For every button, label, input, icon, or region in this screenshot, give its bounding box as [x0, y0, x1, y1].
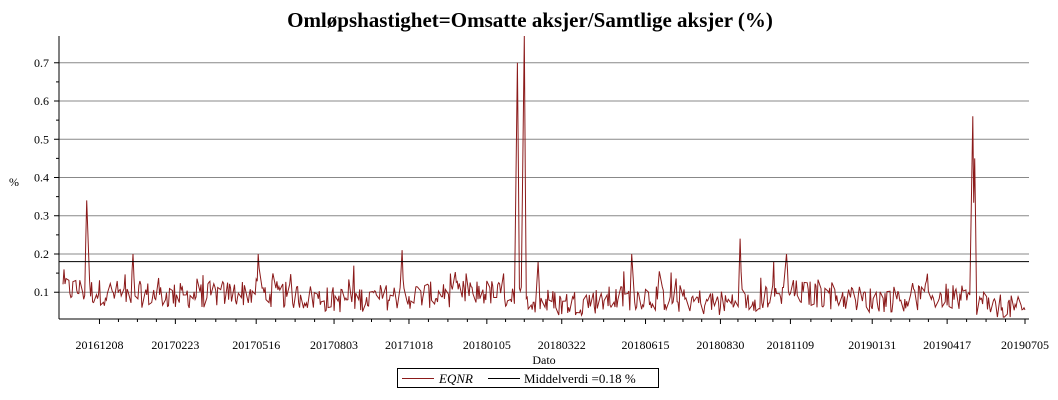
y-tick-label: 0.5 [34, 132, 49, 146]
x-axis-ticks: 20161208 20170223 20170516 20170803 20171018… [75, 319, 1049, 352]
legend-label-mean: Middelverdi =0.18 % [524, 371, 636, 386]
legend: EQNR Middelverdi =0.18 % [397, 368, 659, 388]
x-tick-label: 20181109 [767, 338, 815, 352]
x-tick-label: 20170516 [232, 338, 280, 352]
y-tick-label: 0.3 [34, 209, 49, 223]
x-tick-label: 20180830 [696, 338, 744, 352]
x-tick-label: 20190705 [1001, 338, 1049, 352]
x-tick-label: 20180105 [463, 338, 511, 352]
x-tick-label: 20180322 [538, 338, 586, 352]
x-tick-label: 20161208 [75, 338, 123, 352]
x-axis-label: Dato [532, 353, 555, 367]
y-tick-label: 0.4 [34, 171, 49, 185]
y-tick-label: 0.6 [34, 94, 49, 108]
y-tick-label: 0.7 [34, 56, 49, 70]
x-tick-label: 20190131 [848, 338, 896, 352]
legend-swatch-eqnr [402, 378, 434, 379]
gridlines [59, 62, 1029, 293]
y-tick-label: 0.2 [34, 247, 49, 261]
legend-swatch-mean [488, 378, 520, 379]
y-axis-ticks: 0.1 0.2 0.3 0.4 0.5 0.6 0.7 [34, 56, 59, 299]
y-tick-label: 0.1 [34, 285, 49, 299]
legend-label-eqnr: EQNR [439, 371, 473, 386]
y-axis-label: % [9, 175, 19, 189]
x-tick-label: 20171018 [385, 338, 433, 352]
series-eqnr-line [62, 35, 1026, 318]
x-tick-label: 20190417 [923, 338, 971, 352]
chart-title: Omløpshastighet=Omsatte aksjer/Samtlige … [287, 8, 773, 32]
x-tick-label: 20170223 [151, 338, 199, 352]
x-tick-label: 20180615 [622, 338, 670, 352]
x-tick-label: 20170803 [310, 338, 358, 352]
